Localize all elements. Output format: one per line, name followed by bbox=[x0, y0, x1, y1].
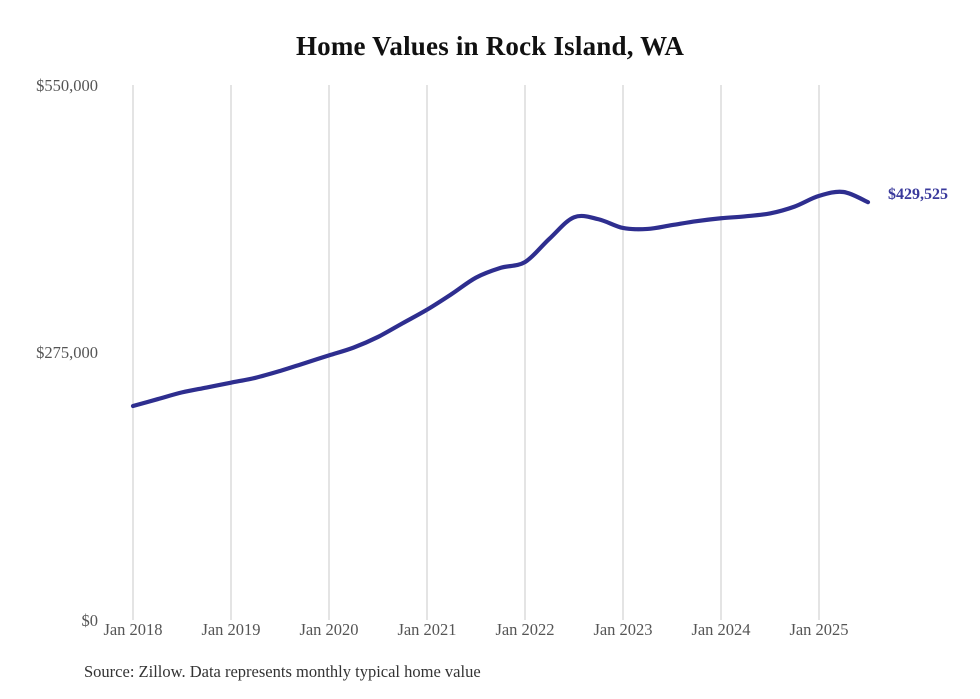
x-axis-tick-jan-2021: Jan 2021 bbox=[397, 620, 457, 639]
end-value-annotation: $429,525 bbox=[888, 186, 948, 203]
x-axis-tick-jan-2025: Jan 2025 bbox=[789, 620, 849, 639]
x-axis-tick-jan-2018: Jan 2018 bbox=[103, 620, 163, 639]
chart-title: Home Values in Rock Island, WA bbox=[295, 31, 685, 61]
y-axis-tick-275000: $275,000 bbox=[36, 343, 98, 362]
x-axis-tick-jan-2020: Jan 2020 bbox=[299, 620, 359, 639]
x-axis-tick-jan-2019: Jan 2019 bbox=[201, 620, 261, 639]
y-axis-tick-550000: $550,000 bbox=[36, 76, 98, 95]
y-axis-tick-0: $0 bbox=[81, 611, 99, 630]
value-line-series bbox=[130, 189, 871, 409]
x-axis-tick-jan-2022: Jan 2022 bbox=[495, 620, 555, 639]
x-axis-tick-jan-2023: Jan 2023 bbox=[593, 620, 653, 639]
source-footnote: Source: Zillow. Data represents monthly … bbox=[84, 662, 481, 681]
gridlines bbox=[132, 85, 820, 620]
x-axis-tick-jan-2024: Jan 2024 bbox=[691, 620, 751, 639]
